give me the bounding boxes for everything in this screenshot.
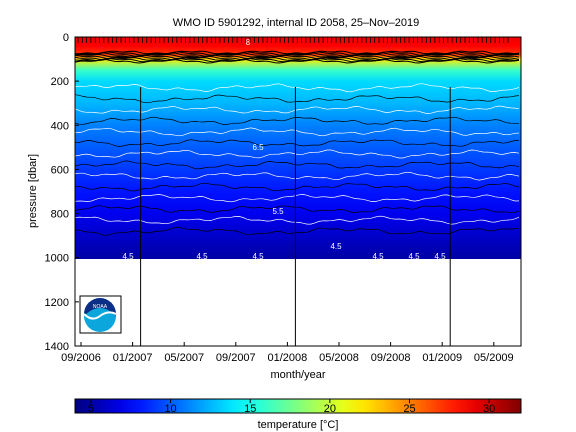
thermocline-line xyxy=(75,58,520,64)
colorbar-tick-label: 15 xyxy=(244,403,256,415)
y-axis-label: pressure [dbar] xyxy=(27,154,39,228)
x-tick-label: 05/2008 xyxy=(319,352,359,364)
contour-label: 4.5 xyxy=(372,252,384,261)
top-profile-ticks xyxy=(77,37,509,43)
isotherm-line xyxy=(75,160,520,170)
y-tick-label: 400 xyxy=(51,120,69,132)
x-tick-label: 05/2007 xyxy=(164,352,204,364)
x-tick-label: 01/2009 xyxy=(422,352,462,364)
isotherm-line xyxy=(75,83,520,93)
x-axis: 09/2006 01/2007 05/2007 09/2007 01/2008 05/20… xyxy=(61,342,514,364)
isotherm-line xyxy=(75,205,520,214)
isotherm-line xyxy=(75,171,520,181)
y-tick-label: 600 xyxy=(51,164,69,176)
y-tick-label: 1400 xyxy=(45,341,69,353)
colorbar-tick-label: 30 xyxy=(483,403,495,415)
x-tick-label: 05/2009 xyxy=(474,352,514,364)
isotherm-line xyxy=(75,215,520,225)
contour-label: 4.5 xyxy=(122,252,134,261)
isotherm-line xyxy=(75,127,520,137)
isotherm-line xyxy=(75,149,520,159)
contour-label: 4.5 xyxy=(330,242,342,251)
colorbar-tick-label: 20 xyxy=(324,403,336,415)
isotherm-line xyxy=(75,105,520,114)
contour-label: 8 xyxy=(246,38,251,47)
contour-label: 4.5 xyxy=(252,252,264,261)
thermocline-line xyxy=(75,53,519,58)
x-tick-label: 09/2006 xyxy=(61,352,101,364)
x-tick-label: 01/2008 xyxy=(268,352,308,364)
thermocline-line xyxy=(75,55,520,61)
y-tick-label: 1200 xyxy=(45,297,69,309)
isotherm-line xyxy=(75,94,520,104)
y-axis: 0 200 400 600 800 1000 1200 1400 xyxy=(45,32,79,353)
chart-title: WMO ID 5901292, internal ID 2058, 25–Nov… xyxy=(173,17,419,29)
isotherm-line xyxy=(75,227,520,236)
plot-area: 4.5 4.5 4.5 4.5 4.5 4.5 4.5 5.5 6.5 8 0 200 400 600 8… xyxy=(45,32,522,364)
y-tick-label: 0 xyxy=(63,32,69,44)
colorbar-ticks: 5 10 15 20 25 30 xyxy=(88,399,495,415)
isotherm-line xyxy=(75,116,520,125)
contour-label: 5.5 xyxy=(272,207,284,216)
thermocline-line xyxy=(75,54,520,60)
isotherm-contours xyxy=(75,50,520,236)
isotherm-line xyxy=(75,182,520,192)
contour-labels: 4.5 4.5 4.5 4.5 4.5 4.5 4.5 5.5 6.5 8 xyxy=(122,38,446,261)
noaa-logo-text: NOAA xyxy=(93,304,108,310)
colorbar-bar xyxy=(74,398,522,414)
contour-label: 4.5 xyxy=(196,252,208,261)
x-tick-label: 09/2008 xyxy=(371,352,411,364)
x-tick-label: 09/2007 xyxy=(216,352,256,364)
contour-label: 4.5 xyxy=(408,252,420,261)
colorbar-tick-label: 25 xyxy=(403,403,415,415)
colorbar-label: temperature [°C] xyxy=(258,419,339,431)
temperature-field xyxy=(75,37,521,259)
contour-label: 6.5 xyxy=(252,143,264,152)
y-tick-label: 1000 xyxy=(45,253,69,265)
noaa-logo: NOAA xyxy=(79,295,122,334)
y-tick-label: 800 xyxy=(51,209,69,221)
x-tick-label: 01/2007 xyxy=(113,352,153,364)
colorbar-tick-label: 10 xyxy=(164,403,176,415)
year-boundary-lines xyxy=(140,87,451,346)
y-tick-label: 200 xyxy=(51,76,69,88)
colorbar: 5 10 15 20 25 30 xyxy=(74,398,522,415)
x-axis-label: month/year xyxy=(270,369,325,381)
contour-label: 4.5 xyxy=(434,252,446,261)
colorbar-tick-label: 5 xyxy=(88,403,94,415)
plot-frame xyxy=(74,36,522,347)
isotherm-line xyxy=(75,194,520,203)
isotherm-line xyxy=(75,139,520,147)
